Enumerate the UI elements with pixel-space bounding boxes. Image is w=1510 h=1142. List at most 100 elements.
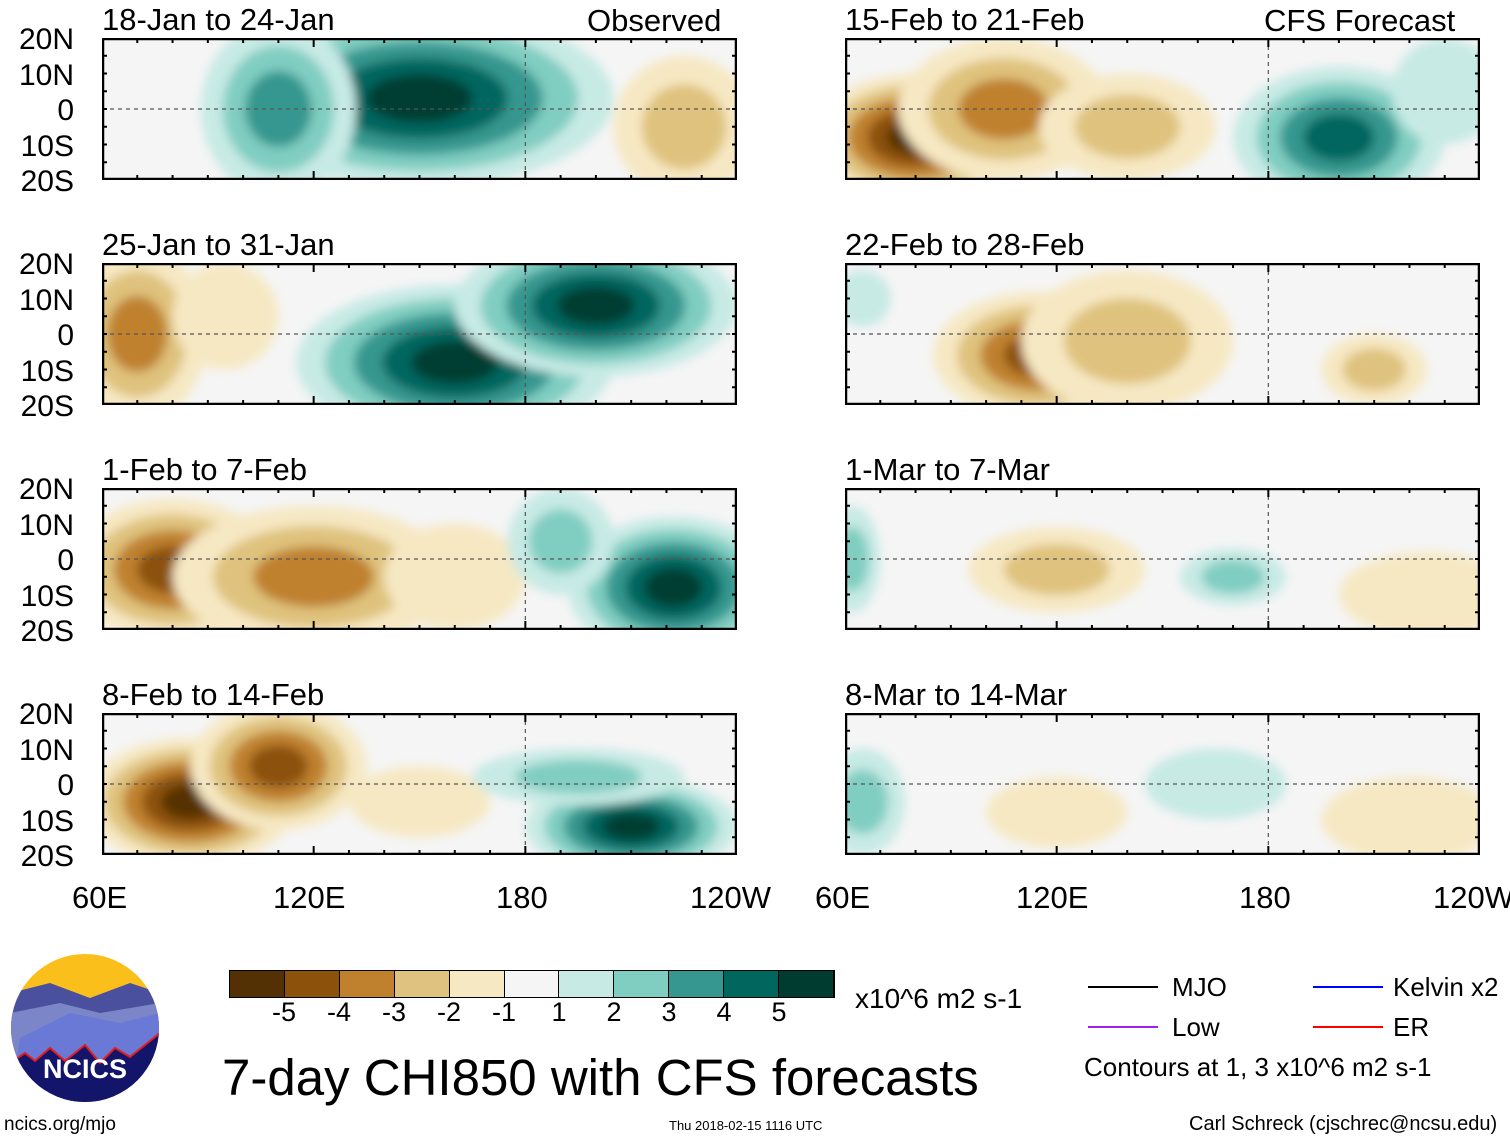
logo-text: NCICS xyxy=(43,1054,127,1084)
lat-label: 0 xyxy=(57,94,74,127)
panel-title: 22-Feb to 28-Feb xyxy=(845,227,1085,262)
lat-label: 20S xyxy=(20,165,74,198)
field-contour-level xyxy=(1201,559,1265,594)
legend-line-er xyxy=(1313,1026,1383,1028)
site-url[interactable]: ncics.org/mjo xyxy=(4,1114,116,1135)
field-contour-level xyxy=(557,286,635,325)
colorbar-tick-label: -1 xyxy=(491,997,516,1027)
lat-label: 10S xyxy=(20,354,74,388)
lon-label: 60E xyxy=(72,880,128,915)
colorbar-swatch xyxy=(724,971,780,997)
map-panel xyxy=(845,263,1480,405)
lon-label: 120E xyxy=(1016,880,1089,915)
field-contour-level xyxy=(411,341,499,384)
field-contour-level xyxy=(348,766,491,838)
legend-note: Contours at 1, 3 x10^6 m2 s-1 xyxy=(1084,1052,1432,1082)
colorbar-units: x10^6 m2 s-1 xyxy=(855,983,1023,1014)
field-contour-level xyxy=(958,78,1050,140)
panel-title: 18-Jan to 24-Jan xyxy=(102,2,335,37)
panel-title: 8-Feb to 14-Feb xyxy=(102,677,325,712)
colorbar-swatch xyxy=(339,971,395,997)
lat-label: 0 xyxy=(57,319,74,352)
lat-label: 10S xyxy=(20,804,74,838)
field-contour-level xyxy=(248,744,308,788)
lat-label: 20N xyxy=(18,248,74,281)
legend-label-mjo: MJO xyxy=(1172,972,1227,1002)
map-panel xyxy=(102,263,737,405)
field-contour-level xyxy=(1338,551,1480,630)
figure-title: 7-day CHI850 with CFS forecasts xyxy=(222,1049,979,1106)
lat-label: 10N xyxy=(18,508,74,542)
legend-line-kelvin xyxy=(1313,986,1383,988)
colorbar-swatch xyxy=(614,971,670,997)
panel-title: 15-Feb to 21-Feb xyxy=(845,2,1085,37)
field-contour-level xyxy=(253,546,375,608)
lat-label: 10S xyxy=(20,579,74,613)
colorbar-swatch xyxy=(230,971,285,997)
lat-label: 20N xyxy=(18,698,74,731)
colorbar-swatch xyxy=(394,971,450,997)
field-contour-level xyxy=(528,509,593,574)
lat-label: 10N xyxy=(18,283,74,317)
colorbar-swatch xyxy=(559,971,615,997)
lat-label: 20S xyxy=(20,615,74,648)
legend-label-low: Low xyxy=(1172,1012,1220,1042)
field-contour-level xyxy=(172,263,279,370)
field-contour-level xyxy=(986,776,1128,848)
lat-label: 10N xyxy=(18,733,74,767)
lat-label: 10N xyxy=(18,58,74,92)
map-panel xyxy=(102,713,737,855)
ncics-logo: NCICS xyxy=(10,953,160,1103)
map-panel xyxy=(845,38,1480,180)
legend-line-mjo xyxy=(1088,986,1158,988)
lat-label: 20S xyxy=(20,390,74,423)
colorbar-tick-label: -2 xyxy=(436,997,461,1027)
map-panel xyxy=(102,38,737,180)
colorbar-tick-label: 2 xyxy=(606,997,622,1027)
lon-label: 120W xyxy=(1433,880,1510,915)
lon-label: 120W xyxy=(690,880,771,915)
field-contour-level xyxy=(641,84,727,170)
legend-line-low xyxy=(1088,1026,1158,1028)
lat-label: 20N xyxy=(18,23,74,56)
field-contour-level xyxy=(1321,776,1480,855)
forecast-label: CFS Forecast xyxy=(1264,3,1456,38)
field-contour-level xyxy=(1303,113,1375,162)
colorbar-tick-label: -3 xyxy=(381,997,406,1027)
field-contour-level xyxy=(1063,298,1191,384)
map-panel xyxy=(845,713,1480,855)
lat-label: 0 xyxy=(57,769,74,802)
timestamp: Thu 2018-02-15 1116 UTC xyxy=(669,1118,823,1133)
field-contour-level xyxy=(845,270,891,327)
colorbar-swatch xyxy=(779,971,834,997)
colorbar-tick-label: 5 xyxy=(771,997,787,1027)
legend-label-kelvin: Kelvin x2 xyxy=(1393,972,1499,1002)
lon-label: 60E xyxy=(815,880,871,915)
colorbar-swatch xyxy=(449,971,505,997)
colorbar-tick-label: -5 xyxy=(271,997,296,1027)
lat-label: 0 xyxy=(57,544,74,577)
field-contour-level xyxy=(384,523,526,630)
field-contour-level xyxy=(602,813,661,841)
author-credit: Carl Schreck (cjschrec@ncsu.edu) xyxy=(1189,1113,1498,1135)
field-contour-level xyxy=(1342,348,1406,391)
colorbar xyxy=(229,970,835,998)
field-contour-level xyxy=(845,769,889,834)
colorbar-swatch xyxy=(504,971,560,997)
map-panel xyxy=(102,488,737,630)
colorbar-tick-label: -4 xyxy=(326,997,351,1027)
field-contour-level xyxy=(1003,544,1110,596)
field-contour-level xyxy=(1391,38,1480,145)
field-contour-level xyxy=(644,568,703,607)
lat-label: 20N xyxy=(18,473,74,506)
lat-label: 10S xyxy=(20,129,74,163)
panel-title: 1-Mar to 7-Mar xyxy=(845,452,1050,487)
panel-title: 8-Mar to 14-Mar xyxy=(845,677,1068,712)
colorbar-tick-label: 3 xyxy=(661,997,677,1027)
lon-label: 180 xyxy=(496,880,548,915)
lon-label: 120E xyxy=(273,880,346,915)
lat-label: 20S xyxy=(20,840,74,873)
field-contour-level xyxy=(366,74,473,123)
legend-label-er: ER xyxy=(1393,1012,1430,1042)
observed-label: Observed xyxy=(587,3,722,38)
